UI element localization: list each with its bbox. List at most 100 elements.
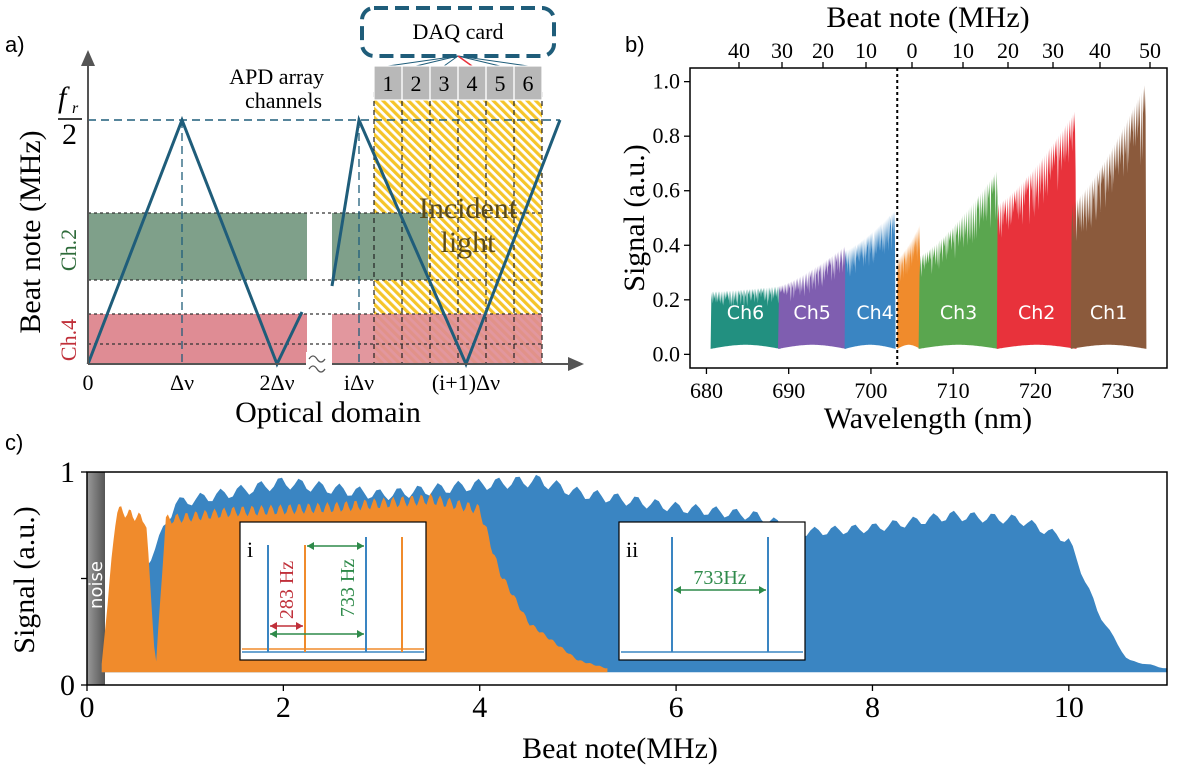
panel-c-x-title: Beat note(MHz) — [522, 732, 718, 765]
fr-numerator: f — [58, 81, 70, 114]
noise-region — [87, 472, 105, 685]
x-tick-delta-nu: Δν — [170, 370, 194, 395]
x-tick-label: 700 — [854, 378, 887, 403]
ch4-label: Ch.4 — [56, 319, 81, 361]
top-tick-label: 40 — [728, 38, 750, 63]
panel-b-series — [710, 85, 1147, 349]
panel-a-x-title: Optical domain — [235, 396, 421, 429]
top-tick-label: 50 — [1139, 38, 1161, 63]
y-tick-label: 0.0 — [653, 341, 681, 366]
panel-b-channel-labels: Ch6 Ch5 Ch4 Ch3 Ch2 Ch1 — [727, 302, 1128, 324]
inset-ii-733-label: 733Hz — [693, 567, 746, 589]
x-tick-label: 710 — [937, 378, 970, 403]
panel-a: a) — [5, 6, 584, 429]
y-tick-label: 0.2 — [653, 287, 681, 312]
panel-b-y-title: Signal (a.u.) — [618, 144, 651, 291]
inset-i-frame — [239, 521, 427, 661]
panel-a-label: a) — [5, 32, 25, 57]
channel-label: Ch4 — [856, 302, 893, 324]
ch2-band-left — [88, 213, 307, 280]
panel-c-label: c) — [5, 430, 23, 455]
apd-channel-number: 1 — [383, 71, 394, 96]
top-tick-label: 0 — [907, 38, 918, 63]
channel-label: Ch6 — [727, 302, 764, 324]
apd-channel-number: 4 — [467, 71, 478, 96]
inset-i-733-label: 733 Hz — [337, 559, 359, 617]
axis-break-icon — [308, 355, 326, 373]
inset-ii-label: ii — [626, 537, 638, 562]
x-tick-i-plus-1-delta-nu: (i+1)Δν — [432, 370, 500, 395]
top-tick-label: 30 — [771, 38, 793, 63]
inset-ii-frame — [618, 521, 806, 661]
apd-label-line2: channels — [245, 88, 322, 113]
apd-channel-number: 5 — [495, 71, 506, 96]
series-ch1-area — [1070, 85, 1147, 349]
panel-b-frame — [689, 67, 1168, 369]
panel-c-y-ticks: 01 — [60, 456, 87, 702]
panel-b: b) 680 690 700 710 720 730 0.0 0.2 0.4 0.6 0.8 1.0… — [618, 1, 1168, 435]
panel-b-x-title: Wavelength (nm) — [824, 402, 1032, 435]
inset-i: i 283 Hz 733 Hz — [239, 521, 427, 661]
daq-card-label: DAQ card — [412, 19, 503, 44]
top-tick-label: 10 — [855, 38, 877, 63]
y-tick-label: 0.6 — [653, 178, 681, 203]
axis-break-gap — [306, 352, 332, 376]
panel-c: c) noise 0 2 4 6 8 10 01 Beat note(MHz) Signa… — [5, 430, 1168, 765]
y-tick-label: 1 — [60, 456, 75, 489]
daq-card-box — [360, 6, 556, 58]
series-ch5-area — [778, 246, 847, 349]
top-tick-label: 20 — [812, 38, 834, 63]
x-tick-label: 10 — [1054, 691, 1084, 724]
y-tick-label: 0 — [60, 669, 75, 702]
inset-i-label: i — [247, 537, 253, 562]
channel-label: Ch2 — [1018, 302, 1055, 324]
fr-denominator: 2 — [62, 118, 77, 151]
incident-light-label-line2: light — [440, 226, 496, 259]
x-tick-label: 720 — [1019, 378, 1052, 403]
noise-label: noise — [86, 561, 107, 609]
panel-b-top-ticks: 40 30 20 10 0 10 20 30 40 50 — [728, 38, 1161, 68]
channel-label: Ch5 — [793, 302, 830, 324]
daq-wires — [387, 55, 529, 67]
x-tick-label: 680 — [690, 378, 723, 403]
x-tick-label: 690 — [772, 378, 805, 403]
y-tick-label: 0.4 — [653, 232, 681, 257]
top-tick-label: 40 — [1089, 38, 1111, 63]
top-tick-label: 20 — [997, 38, 1019, 63]
x-tick-zero: 0 — [83, 370, 94, 395]
panel-b-top-title: Beat note (MHz) — [826, 1, 1029, 34]
inset-ii: ii 733Hz — [618, 521, 806, 661]
daq-wire-ch4 — [457, 55, 473, 67]
x-tick-label: 730 — [1101, 378, 1134, 403]
x-tick-i-delta-nu: iΔν — [344, 370, 374, 395]
x-tick-2-delta-nu: 2Δν — [259, 370, 294, 395]
apd-channel-number: 3 — [439, 71, 450, 96]
panel-b-label: b) — [625, 32, 645, 57]
apd-channel-number: 6 — [523, 71, 534, 96]
x-axis-arrow-icon — [568, 357, 584, 371]
top-tick-label: 30 — [1042, 38, 1064, 63]
top-tick-label: 10 — [952, 38, 974, 63]
y-axis-arrow-icon — [81, 50, 95, 66]
panel-a-y-title: Beat note (MHz) — [14, 130, 47, 333]
x-tick-label: 6 — [669, 691, 684, 724]
panel-b-y-ticks: 0.0 0.2 0.4 0.6 0.8 1.0 — [653, 69, 690, 366]
apd-channel-number: 2 — [411, 71, 422, 96]
channel-guides — [373, 92, 543, 364]
series-ch2-area — [996, 111, 1077, 349]
ch4-band-left — [88, 314, 307, 364]
panel-c-x-ticks: 0 2 4 6 8 10 — [80, 685, 1084, 724]
ch4-band-right — [332, 314, 542, 364]
ch2-label: Ch.2 — [56, 229, 81, 271]
y-tick-label: 0.8 — [653, 123, 681, 148]
panel-c-y-title: Signal (a.u.) — [8, 506, 41, 653]
x-tick-label: 2 — [276, 691, 291, 724]
x-tick-label: 0 — [80, 691, 95, 724]
x-tick-label: 8 — [865, 691, 880, 724]
series-ch3-area — [918, 171, 999, 349]
band-guides — [88, 212, 542, 345]
series-ch4-area — [844, 211, 896, 349]
series-ch6-area — [710, 286, 781, 349]
